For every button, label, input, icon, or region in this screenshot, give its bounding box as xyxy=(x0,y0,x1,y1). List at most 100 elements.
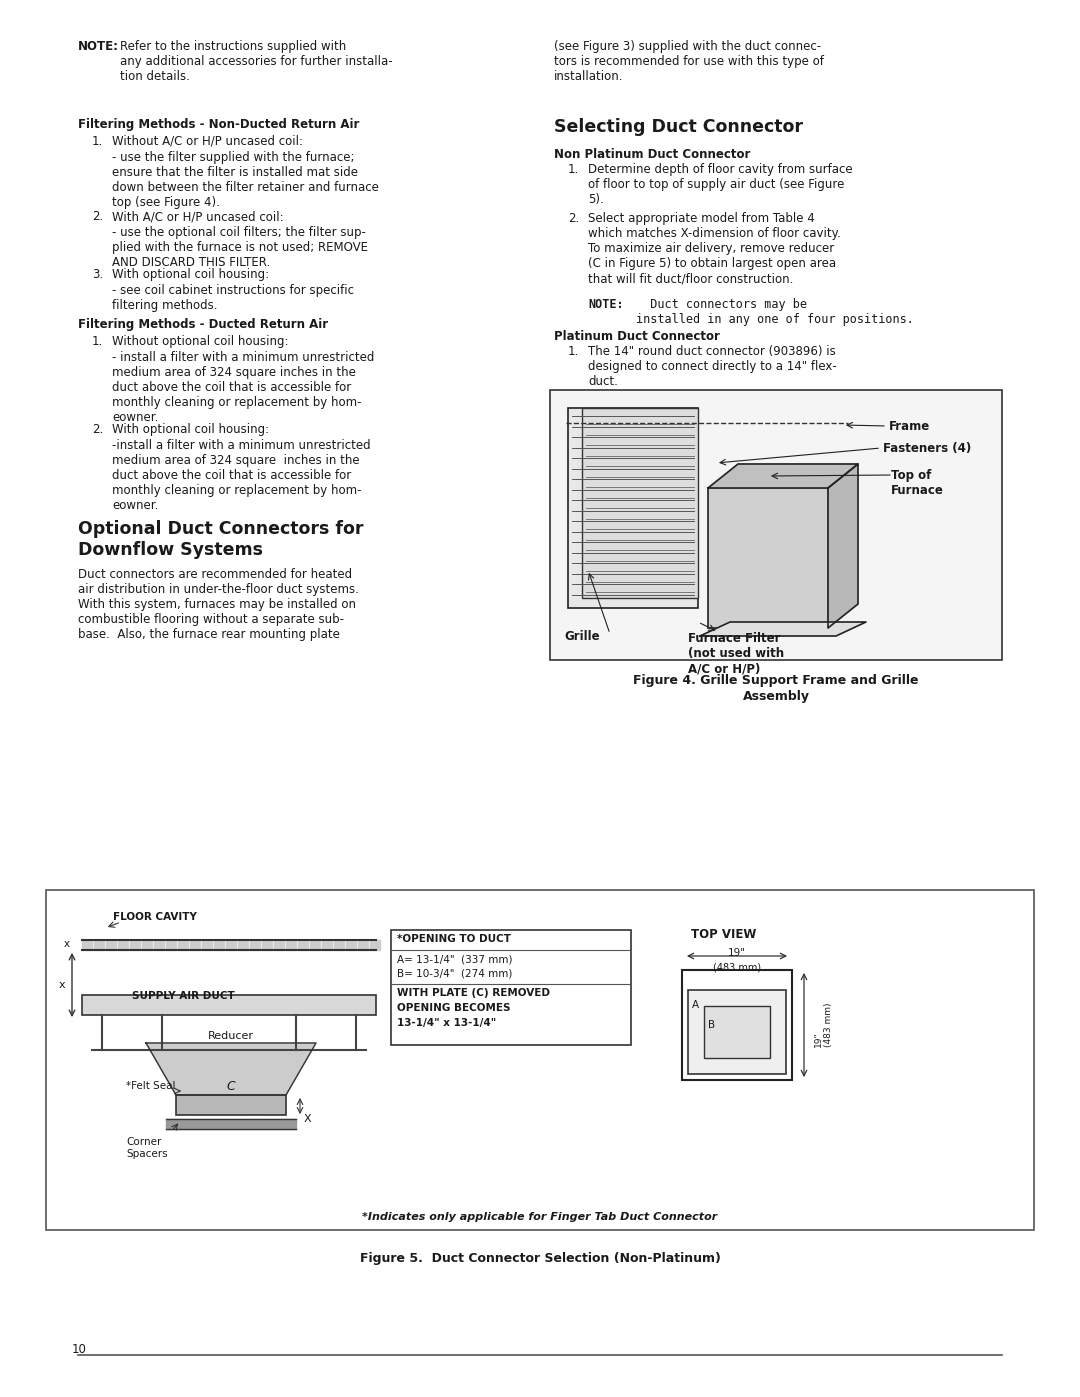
Text: FLOOR CAVITY: FLOOR CAVITY xyxy=(113,912,197,922)
Text: 19"
(483 mm): 19" (483 mm) xyxy=(814,1003,834,1048)
Polygon shape xyxy=(238,940,248,950)
Polygon shape xyxy=(226,940,237,950)
Text: NOTE:: NOTE: xyxy=(588,298,623,312)
Polygon shape xyxy=(202,940,212,950)
Text: Filtering Methods - Non-Ducted Return Air: Filtering Methods - Non-Ducted Return Ai… xyxy=(78,117,360,131)
Polygon shape xyxy=(94,940,104,950)
Text: B= 10-3/4"  (274 mm): B= 10-3/4" (274 mm) xyxy=(397,968,512,978)
Text: Without A/C or H/P uncased coil:: Without A/C or H/P uncased coil: xyxy=(112,136,303,148)
Text: 2.: 2. xyxy=(92,210,104,224)
Text: Figure 5.  Duct Connector Selection (Non-Platinum): Figure 5. Duct Connector Selection (Non-… xyxy=(360,1252,720,1266)
Text: x: x xyxy=(64,939,70,949)
Text: Determine depth of floor cavity from surface
of floor to top of supply air duct : Determine depth of floor cavity from sur… xyxy=(588,163,852,205)
Text: 19": 19" xyxy=(728,949,746,958)
Bar xyxy=(582,408,698,598)
Polygon shape xyxy=(166,1119,174,1129)
Polygon shape xyxy=(828,464,858,629)
Polygon shape xyxy=(357,940,368,950)
Polygon shape xyxy=(370,940,380,950)
Polygon shape xyxy=(292,1119,296,1129)
Polygon shape xyxy=(334,940,345,950)
Bar xyxy=(82,995,376,1016)
Polygon shape xyxy=(220,1119,228,1129)
Text: (see Figure 3) supplied with the duct connec-
tors is recommended for use with t: (see Figure 3) supplied with the duct co… xyxy=(554,41,824,82)
Polygon shape xyxy=(262,940,272,950)
Text: Filtering Methods - Ducted Return Air: Filtering Methods - Ducted Return Air xyxy=(78,319,328,331)
Text: 1.: 1. xyxy=(92,136,104,148)
Polygon shape xyxy=(130,940,140,950)
Text: B: B xyxy=(708,1020,715,1030)
Polygon shape xyxy=(175,1119,183,1129)
Text: *Indicates only applicable for Finger Tab Duct Connector: *Indicates only applicable for Finger Ta… xyxy=(363,1213,717,1222)
Bar xyxy=(708,488,828,629)
Text: 1.: 1. xyxy=(568,163,579,176)
Text: A: A xyxy=(692,1000,699,1010)
Polygon shape xyxy=(322,940,332,950)
Bar xyxy=(681,970,792,1080)
Text: *OPENING TO DUCT: *OPENING TO DUCT xyxy=(397,935,511,944)
Bar xyxy=(688,990,786,1074)
Text: Grille: Grille xyxy=(564,630,599,643)
Text: With optional coil housing:: With optional coil housing: xyxy=(112,268,269,281)
Polygon shape xyxy=(118,940,129,950)
Text: The 14" round duct connector (903896) is
designed to connect directly to a 14" f: The 14" round duct connector (903896) is… xyxy=(588,345,837,388)
Polygon shape xyxy=(146,1044,316,1095)
Text: Duct connectors are recommended for heated
air distribution in under-the-floor d: Duct connectors are recommended for heat… xyxy=(78,569,359,641)
Text: - use the optional coil filters; the filter sup-
plied with the furnace is not u: - use the optional coil filters; the fil… xyxy=(112,226,368,270)
Polygon shape xyxy=(310,940,320,950)
Polygon shape xyxy=(202,1119,210,1129)
Text: 1.: 1. xyxy=(92,335,104,348)
Text: SUPPLY AIR DUCT: SUPPLY AIR DUCT xyxy=(132,990,234,1002)
Text: X: X xyxy=(303,1113,312,1125)
Text: Frame: Frame xyxy=(889,420,930,433)
Text: 10: 10 xyxy=(72,1343,86,1356)
Polygon shape xyxy=(214,940,224,950)
Polygon shape xyxy=(190,940,200,950)
Text: 3.: 3. xyxy=(92,268,103,281)
Text: WITH PLATE (C) REMOVED: WITH PLATE (C) REMOVED xyxy=(397,988,550,997)
Text: -install a filter with a minimum unrestricted
medium area of 324 square  inches : -install a filter with a minimum unrestr… xyxy=(112,439,370,511)
Polygon shape xyxy=(154,940,164,950)
Text: 1.: 1. xyxy=(568,345,579,358)
Text: Fasteners (4): Fasteners (4) xyxy=(883,441,971,455)
Text: - use the filter supplied with the furnace;
ensure that the filter is installed : - use the filter supplied with the furna… xyxy=(112,151,379,210)
Text: (483 mm): (483 mm) xyxy=(713,963,761,972)
Polygon shape xyxy=(106,940,116,950)
Polygon shape xyxy=(274,1119,282,1129)
Polygon shape xyxy=(211,1119,219,1129)
Polygon shape xyxy=(229,1119,237,1129)
Text: Selecting Duct Connector: Selecting Duct Connector xyxy=(554,117,804,136)
Polygon shape xyxy=(166,940,176,950)
Text: Refer to the instructions supplied with
any additional accessories for further i: Refer to the instructions supplied with … xyxy=(120,41,393,82)
Bar xyxy=(568,408,698,608)
Text: Select appropriate model from Table 4
which matches X-dimension of floor cavity.: Select appropriate model from Table 4 wh… xyxy=(588,212,840,285)
Text: Assembly: Assembly xyxy=(743,690,810,703)
Polygon shape xyxy=(286,940,296,950)
Text: NOTE:: NOTE: xyxy=(78,41,119,53)
Text: Without optional coil housing:: Without optional coil housing: xyxy=(112,335,288,348)
Polygon shape xyxy=(184,1119,192,1129)
Polygon shape xyxy=(265,1119,273,1129)
Polygon shape xyxy=(700,622,866,636)
Text: Top of
Furnace: Top of Furnace xyxy=(891,469,944,497)
Polygon shape xyxy=(346,940,356,950)
Text: - install a filter with a minimum unrestricted
medium area of 324 square inches : - install a filter with a minimum unrest… xyxy=(112,351,375,425)
Polygon shape xyxy=(249,940,260,950)
Text: 2.: 2. xyxy=(92,423,104,436)
Text: With optional coil housing:: With optional coil housing: xyxy=(112,423,269,436)
Text: Reducer: Reducer xyxy=(208,1031,254,1041)
Bar xyxy=(550,390,1002,659)
Text: Non Platinum Duct Connector: Non Platinum Duct Connector xyxy=(554,148,751,161)
Text: x: x xyxy=(58,981,65,990)
Text: A= 13-1/4"  (337 mm): A= 13-1/4" (337 mm) xyxy=(397,954,513,964)
Bar xyxy=(704,1006,770,1058)
Bar xyxy=(46,890,1034,1229)
Text: Duct connectors may be
installed in any one of four positions.: Duct connectors may be installed in any … xyxy=(636,298,914,326)
Text: Platinum Duct Connector: Platinum Duct Connector xyxy=(554,330,720,344)
Bar xyxy=(391,930,631,1045)
Text: 13-1/4" x 13-1/4": 13-1/4" x 13-1/4" xyxy=(397,1018,496,1028)
Polygon shape xyxy=(178,940,188,950)
Text: *Felt Seal: *Felt Seal xyxy=(126,1081,175,1091)
Text: - see coil cabinet instructions for specific
filtering methods.: - see coil cabinet instructions for spec… xyxy=(112,284,354,312)
Polygon shape xyxy=(283,1119,291,1129)
